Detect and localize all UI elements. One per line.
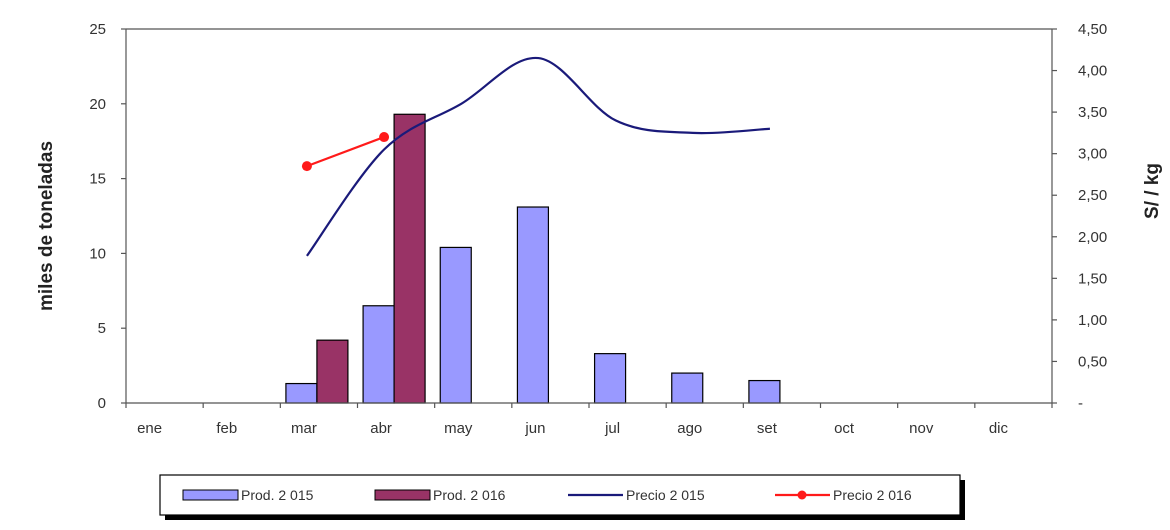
legend-box <box>159 474 961 516</box>
y-axis-title: miles de toneladas <box>36 141 57 311</box>
y-right-tick-label: 0,50 <box>1078 353 1107 370</box>
x-tick-label-ago: ago <box>677 420 702 437</box>
legend-swatch-0 <box>182 489 239 501</box>
bar-prod-2015-abr <box>362 305 395 404</box>
point-precio-2016-0 <box>301 161 312 172</box>
legend-label-3: Precio 2 016 <box>833 487 912 503</box>
y-left-tick-label: 15 <box>89 171 106 188</box>
bar-prod-2015-jun <box>516 206 550 404</box>
lines-layer <box>301 56 770 257</box>
x-tick-label-abr: abr <box>370 420 392 437</box>
x-tick-label-ene: ene <box>137 420 162 437</box>
y-left-tick-label: 10 <box>89 245 106 262</box>
bar-prod-2016-mar <box>316 339 349 404</box>
line-precio-2015 <box>306 56 770 257</box>
x-tick-label-set: set <box>757 420 778 437</box>
bar-prod-2015-mar <box>285 382 318 404</box>
y-right-tick-label: 3,50 <box>1078 104 1107 121</box>
legend: Prod. 2 015 Prod. 2 016 Precio 2 015 Precio… <box>159 474 965 520</box>
x-tick-label-nov: nov <box>909 420 934 437</box>
axes-layer <box>121 28 1057 408</box>
legend-marker-3 <box>797 490 807 500</box>
bar-prod-2015-set <box>748 379 781 404</box>
bar-prod-2016-abr <box>393 113 426 404</box>
y-right-tick-label: 2,00 <box>1078 229 1107 246</box>
x-tick-label-jun: jun <box>524 420 545 437</box>
x-tick-label-feb: feb <box>216 420 237 437</box>
bar-prod-2015-may <box>439 246 472 404</box>
x-tick-label-jul: jul <box>604 420 620 437</box>
labels-layer: 0 5 10 15 20 25 - 0,50 1,00 1,50 2,00 2,50 3,00 3,50 4… <box>36 21 1163 437</box>
x-tick-label-dic: dic <box>989 420 1009 437</box>
point-precio-2016-1 <box>379 132 390 143</box>
y-right-tick-label: 2,50 <box>1078 187 1107 204</box>
bar-prod-2015-jul <box>593 353 627 404</box>
legend-swatch-1 <box>374 489 431 501</box>
y-right-tick-label: - <box>1078 395 1083 412</box>
y-right-tick-label: 1,50 <box>1078 270 1107 287</box>
y2-axis-title: S/ / kg <box>1142 163 1163 219</box>
y-right-tick-label: 3,00 <box>1078 146 1107 163</box>
line-precio-2016 <box>306 136 385 168</box>
legend-label-1: Prod. 2 016 <box>433 487 506 503</box>
legend-label-2: Precio 2 015 <box>626 487 705 503</box>
y-left-tick-label: 25 <box>89 21 106 38</box>
y-left-tick-label: 0 <box>98 395 106 412</box>
y-left-tick-label: 5 <box>98 320 106 337</box>
legend-label-0: Prod. 2 015 <box>241 487 314 503</box>
x-tick-label-oct: oct <box>834 420 855 437</box>
x-tick-label-mar: mar <box>291 420 317 437</box>
y-right-tick-label: 4,50 <box>1078 21 1107 38</box>
bar-prod-2015-ago <box>671 372 704 404</box>
bars-layer <box>285 113 781 404</box>
y-right-tick-label: 4,00 <box>1078 63 1107 80</box>
y-left-tick-label: 20 <box>89 96 106 113</box>
y-right-tick-label: 1,00 <box>1078 312 1107 329</box>
x-tick-label-may: may <box>444 420 473 437</box>
